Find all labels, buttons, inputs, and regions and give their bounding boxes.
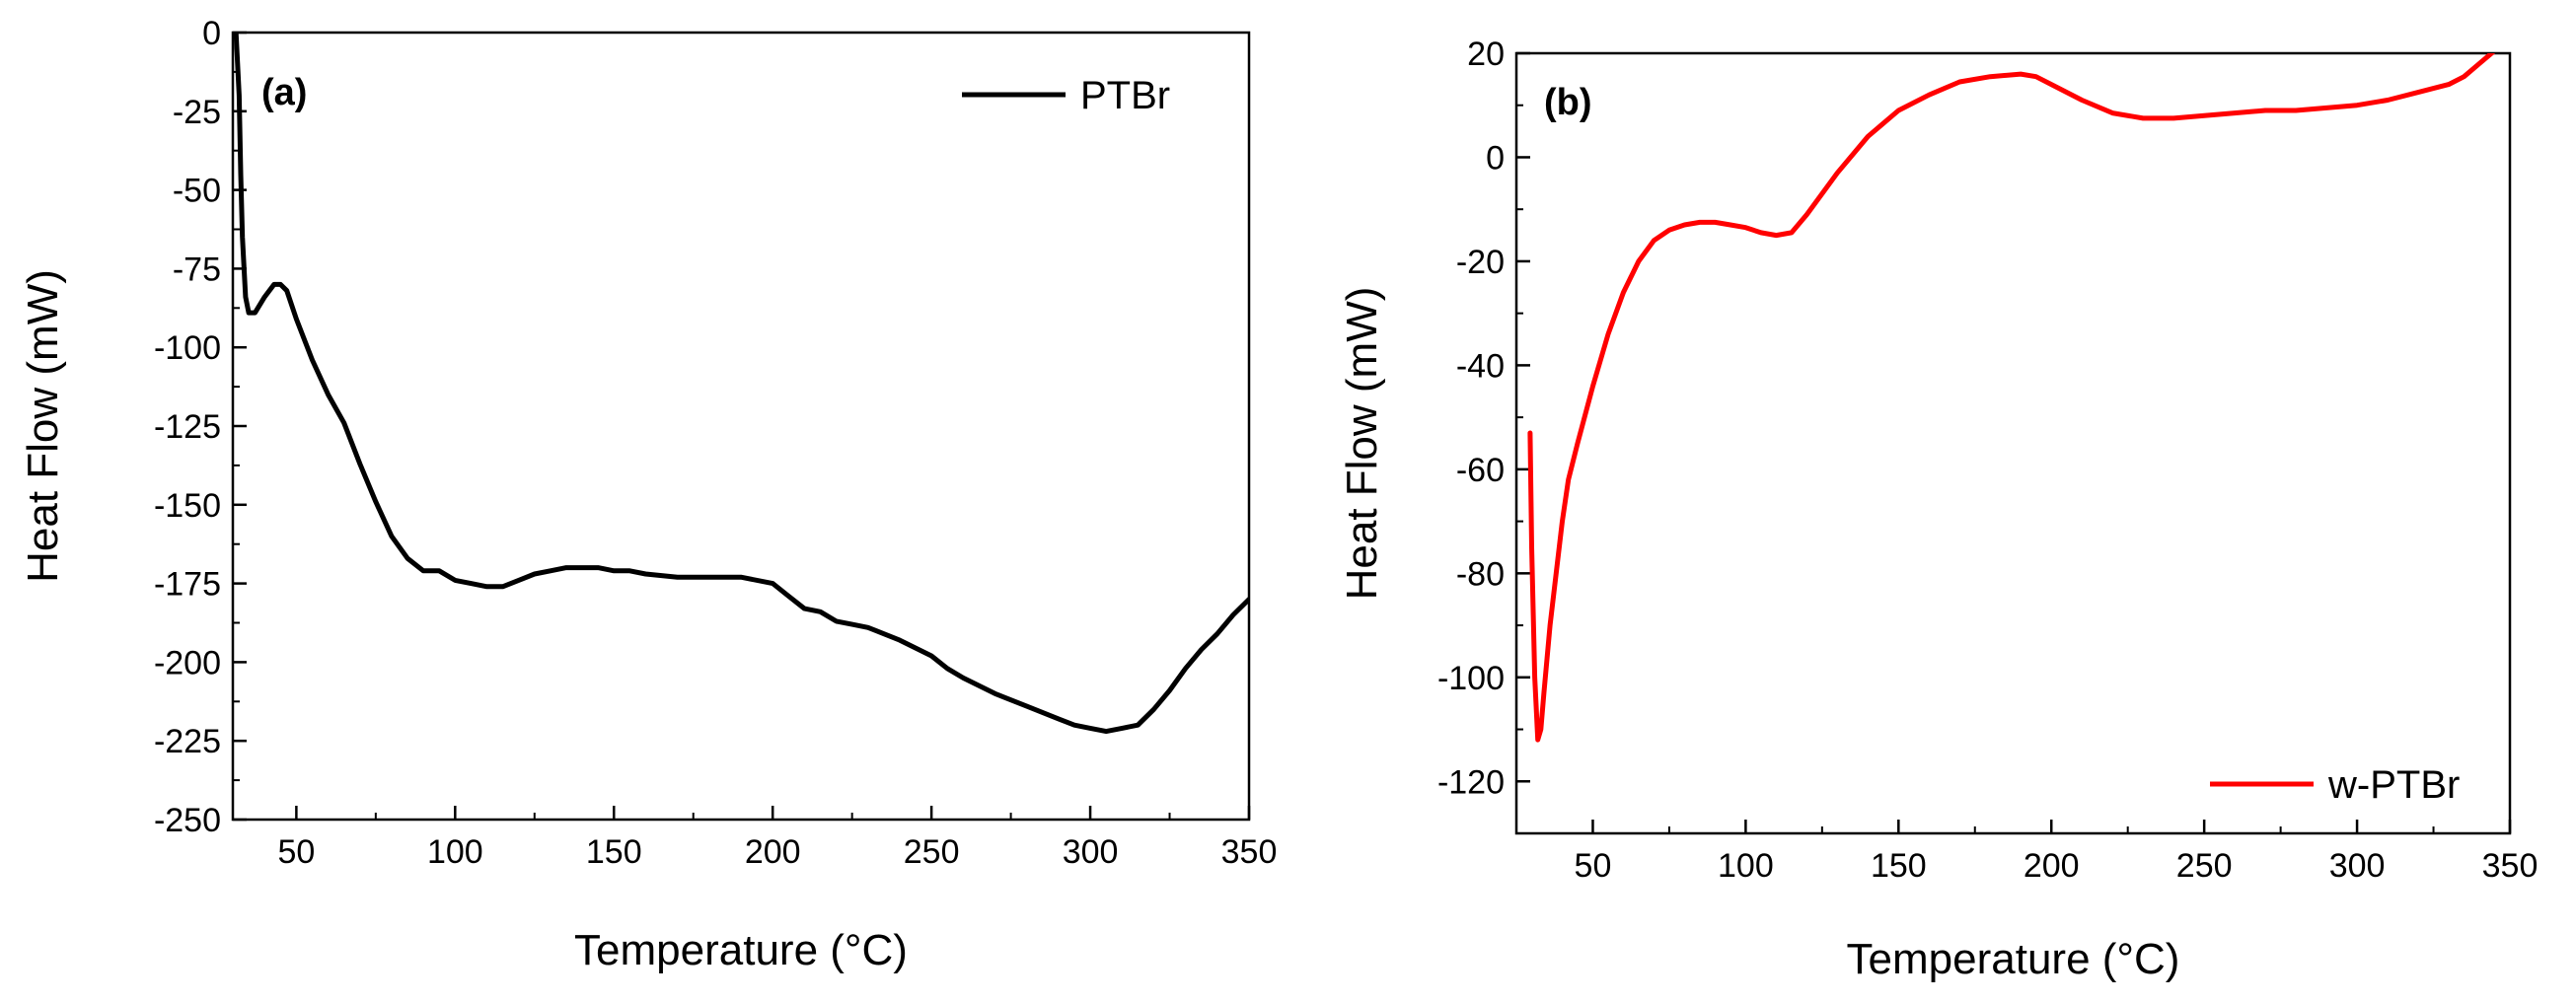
legend-label-w-ptbr: w-PTBr bbox=[2327, 763, 2460, 807]
series-line-w-ptbr bbox=[1527, 53, 2496, 743]
y-tick-label-a--250: -250 bbox=[154, 802, 221, 839]
y-axis-title-a: Heat Flow (mW) bbox=[19, 269, 67, 583]
x-tick-label-b-300: 300 bbox=[2329, 847, 2386, 885]
y-tick-label-a--150: -150 bbox=[154, 487, 221, 525]
x-tick-label-a-50: 50 bbox=[277, 833, 315, 871]
x-tick-label-b-250: 250 bbox=[2176, 847, 2233, 885]
y-tick-label-a--175: -175 bbox=[154, 566, 221, 604]
y-tick-label-a--75: -75 bbox=[173, 251, 221, 288]
plot-frame-b bbox=[1514, 51, 2512, 835]
y-tick-label-a--125: -125 bbox=[154, 408, 221, 446]
y-tick-label-a-0: 0 bbox=[202, 15, 221, 52]
y-tick-label-a--50: -50 bbox=[173, 173, 221, 210]
x-tick-label-a-150: 150 bbox=[586, 833, 642, 871]
legend-label-ptbr: PTBr bbox=[1080, 74, 1170, 117]
y-tick-label-b-0: 0 bbox=[1486, 139, 1505, 177]
y-tick-label-b--60: -60 bbox=[1456, 452, 1505, 489]
x-tick-label-a-100: 100 bbox=[427, 833, 483, 871]
y-tick-label-b--20: -20 bbox=[1456, 244, 1505, 281]
series-line-ptbr bbox=[233, 33, 1249, 735]
x-tick-label-a-250: 250 bbox=[904, 833, 960, 871]
plot-frame-a bbox=[231, 31, 1251, 822]
panel-label-a: (a) bbox=[261, 72, 307, 113]
x-tick-label-b-50: 50 bbox=[1575, 847, 1612, 885]
x-axis-title-a: Temperature (°C) bbox=[574, 926, 908, 974]
panel-a-heat-flow-chart: 50 100 150 200 250 300 350 0 -25 -50 -75 -100 -125 -1… bbox=[19, 15, 1277, 974]
x-tick-label-a-200: 200 bbox=[745, 833, 801, 871]
y-tick-label-a--225: -225 bbox=[154, 723, 221, 760]
x-tick-label-b-100: 100 bbox=[1718, 847, 1774, 885]
x-tick-label-b-350: 350 bbox=[2482, 847, 2539, 885]
y-tick-label-a--200: -200 bbox=[154, 644, 221, 681]
y-tick-label-b--80: -80 bbox=[1456, 555, 1505, 593]
x-axis-title-b: Temperature (°C) bbox=[1847, 935, 2180, 983]
y-tick-label-a--100: -100 bbox=[154, 329, 221, 367]
y-tick-label-b-20: 20 bbox=[1467, 36, 1505, 73]
x-tick-label-a-350: 350 bbox=[1221, 833, 1278, 871]
y-tick-label-b--40: -40 bbox=[1456, 347, 1505, 385]
y-tick-label-b--100: -100 bbox=[1437, 660, 1505, 697]
panel-label-b: (b) bbox=[1544, 82, 1592, 123]
y-tick-label-b--120: -120 bbox=[1437, 763, 1505, 801]
y-axis-title-b: Heat Flow (mW) bbox=[1338, 287, 1386, 601]
x-tick-label-b-150: 150 bbox=[1871, 847, 1927, 885]
x-tick-label-b-200: 200 bbox=[2024, 847, 2080, 885]
x-tick-label-a-300: 300 bbox=[1063, 833, 1119, 871]
panel-b-heat-flow-chart: 50 100 150 200 250 300 350200-20-40-60-80-100-… bbox=[1338, 36, 2538, 983]
y-tick-label-a--25: -25 bbox=[173, 94, 221, 131]
